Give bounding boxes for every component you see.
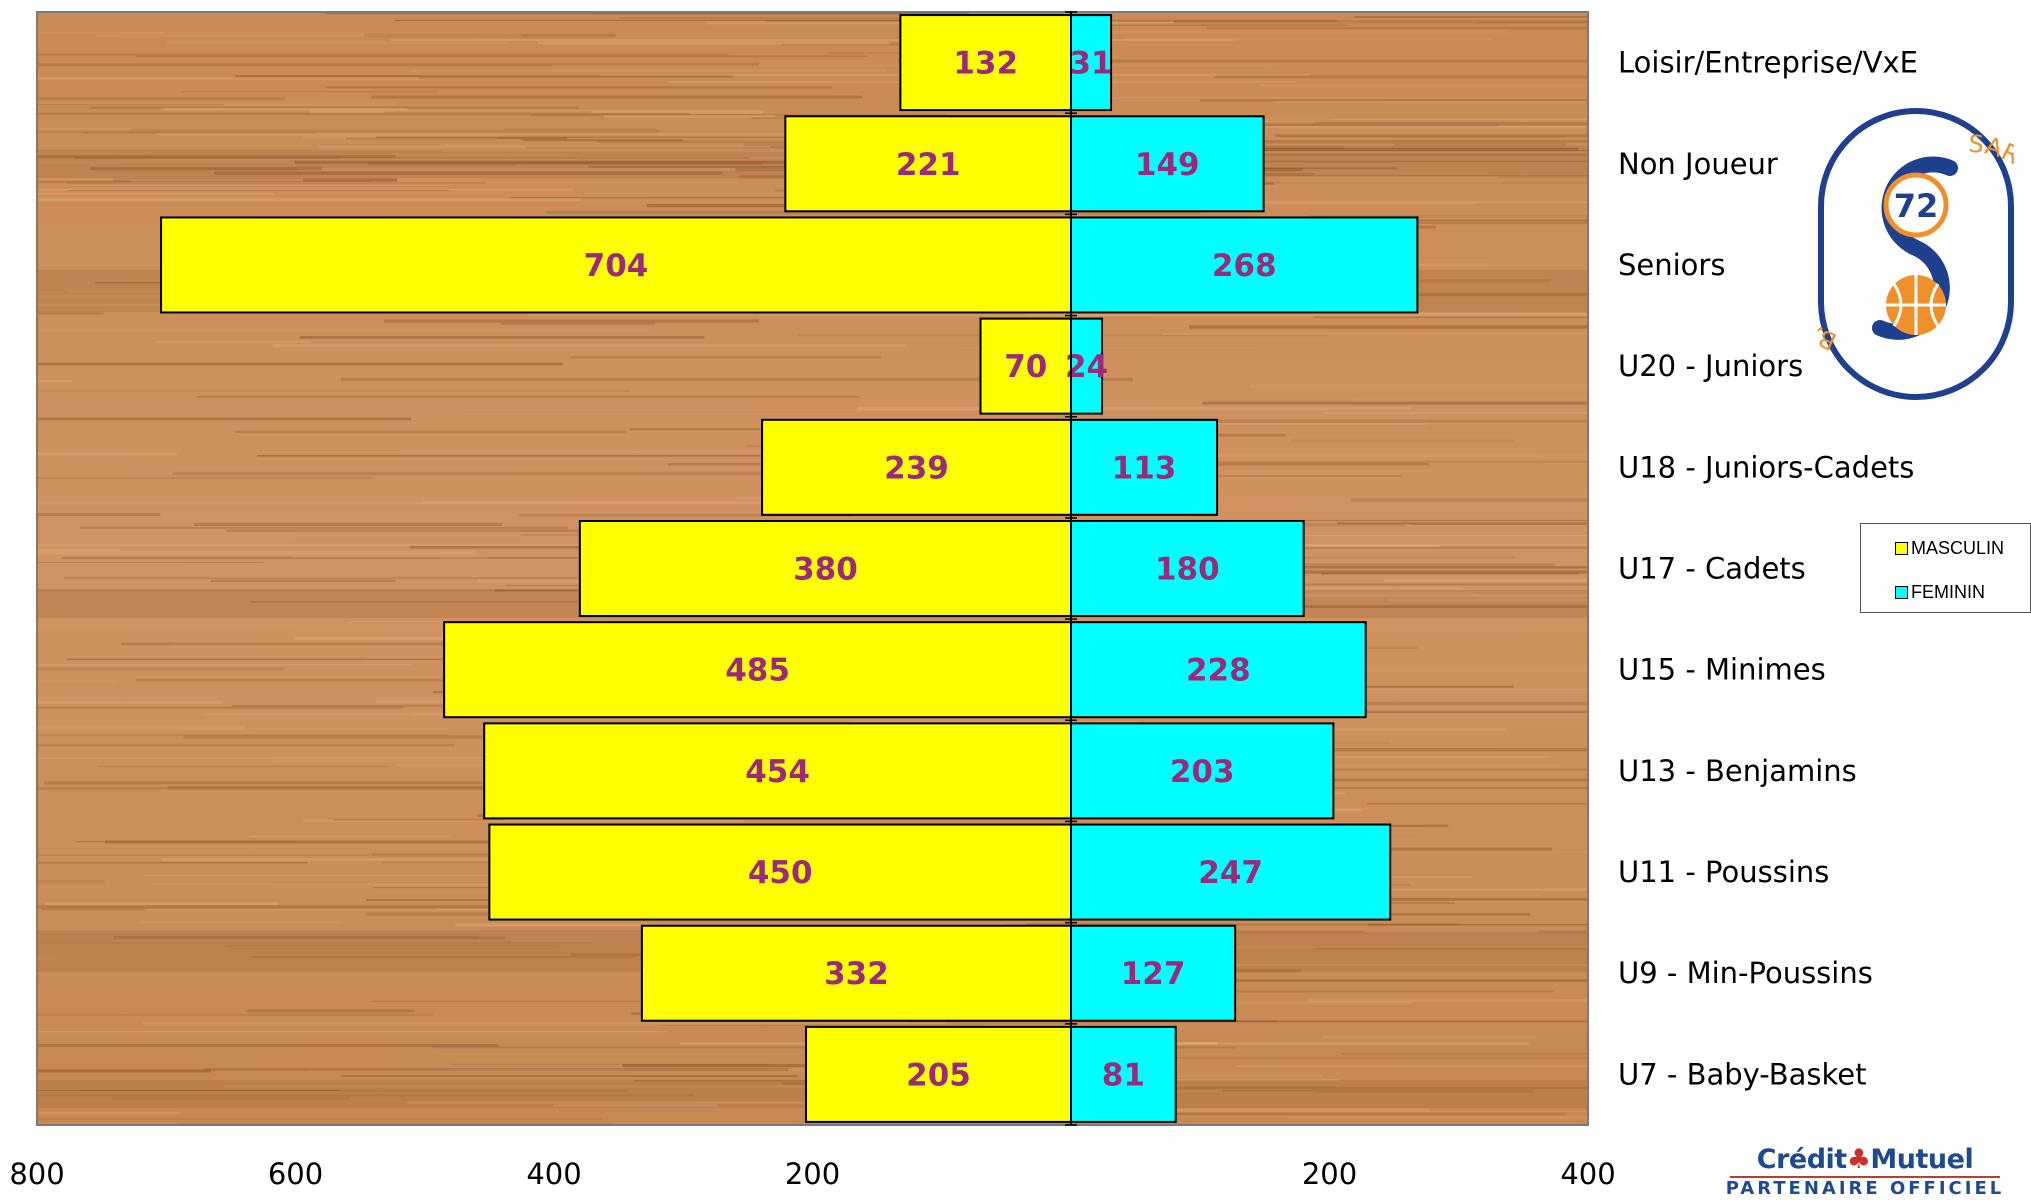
data-label-masculin-u11-poussins: 450 (748, 855, 813, 891)
bar-masculin-non-joueur (784, 115, 1072, 213)
data-label-masculin-u7-baby-basket: 205 (906, 1057, 971, 1093)
bar-feminin-u9-min-poussins (1070, 924, 1237, 1022)
legend-swatch-feminin (1895, 586, 1908, 599)
bar-masculin-u9-min-poussins (640, 924, 1072, 1022)
bar-masculin-u17-cadets (578, 520, 1072, 617)
bar-feminin-u20-juniors (1070, 317, 1104, 415)
x-tick-label: 200 (785, 1157, 840, 1191)
data-label-feminin-seniors: 268 (1212, 248, 1277, 284)
legend: MASCULIN FEMININ (1860, 523, 2031, 613)
x-tick-label: 400 (526, 1157, 581, 1191)
sponsor-name: Crédit♣Mutuel (1720, 1145, 2010, 1175)
data-label-masculin-loisir-entreprise-vxe: 132 (953, 46, 1018, 82)
data-label-masculin-u18-juniors-cadets: 239 (884, 450, 949, 486)
sponsor-heart-icon: ♣ (1846, 1144, 1871, 1175)
data-label-feminin-u20-juniors: 24 (1065, 349, 1108, 385)
category-label-u20-juniors: U20 - Juniors (1618, 349, 1803, 383)
bar-masculin-u20-juniors (979, 317, 1073, 415)
bar-masculin-u13-benjamins (483, 722, 1072, 820)
category-label-u17-cadets: U17 - Cadets (1618, 552, 1806, 586)
category-label-u11-poussins: U11 - Poussins (1618, 855, 1829, 889)
bar-feminin-seniors (1070, 216, 1419, 314)
sponsor-divider (1730, 1176, 2000, 1178)
data-label-masculin-u17-cadets: 380 (793, 552, 858, 588)
bar-masculin-seniors (160, 216, 1072, 314)
category-label-non-joueur: Non Joueur (1618, 147, 1778, 181)
category-label-seniors: Seniors (1618, 248, 1725, 282)
data-label-feminin-u17-cadets: 180 (1155, 552, 1220, 588)
data-label-feminin-non-joueur: 149 (1135, 147, 1200, 183)
data-label-feminin-u15-minimes: 228 (1186, 653, 1251, 689)
category-label-u7-baby-basket: U7 - Baby-Basket (1618, 1057, 1866, 1091)
x-tick-label: 200 (1302, 1157, 1357, 1191)
category-label-u13-benjamins: U13 - Benjamins (1618, 754, 1857, 788)
category-label-u9-min-poussins: U9 - Min-Poussins (1618, 956, 1873, 990)
bar-masculin-u7-baby-basket (805, 1025, 1072, 1123)
basket-sarthe-logo: 72 BASKET SARTHE (1818, 108, 2014, 400)
bar-feminin-non-joueur (1070, 115, 1265, 213)
sponsor-name-right: Mutuel (1870, 1144, 1974, 1175)
legend-label-masculin: MASCULIN (1911, 538, 2005, 558)
category-label-u15-minimes: U15 - Minimes (1618, 653, 1826, 687)
x-tick-label: 600 (268, 1157, 323, 1191)
bar-feminin-u13-benjamins (1070, 722, 1335, 820)
data-label-masculin-u13-benjamins: 454 (745, 754, 810, 790)
category-label-u18-juniors-cadets: U18 - Juniors-Cadets (1618, 450, 1914, 484)
x-tick-label: 800 (9, 1157, 64, 1191)
data-label-masculin-non-joueur: 221 (896, 147, 961, 183)
bar-masculin-loisir-entreprise-vxe (899, 14, 1073, 112)
sponsor-logo: Crédit♣Mutuel PARTENAIRE OFFICIEL (1720, 1145, 2010, 1200)
data-label-feminin-u18-juniors-cadets: 113 (1112, 450, 1177, 486)
bar-feminin-loisir-entreprise-vxe (1070, 14, 1113, 112)
data-label-feminin-loisir-entreprise-vxe: 31 (1069, 46, 1112, 82)
bar-masculin-u15-minimes (443, 621, 1072, 719)
legend-swatch-masculin (1895, 542, 1908, 555)
bar-feminin-u17-cadets (1070, 520, 1305, 617)
data-label-masculin-seniors: 704 (584, 248, 649, 284)
sponsor-tagline: PARTENAIRE OFFICIEL (1725, 1178, 2005, 1199)
data-label-masculin-u9-min-poussins: 332 (824, 956, 889, 992)
bar-masculin-u11-poussins (488, 823, 1072, 921)
sponsor-name-left: Crédit (1756, 1144, 1847, 1175)
x-tick-label: 400 (1560, 1157, 1615, 1191)
legend-item-masculin: MASCULIN (1895, 538, 2004, 559)
data-label-feminin-u9-min-poussins: 127 (1121, 956, 1186, 992)
data-label-masculin-u15-minimes: 485 (725, 653, 790, 689)
data-label-feminin-u13-benjamins: 203 (1170, 754, 1235, 790)
bar-masculin-u18-juniors-cadets (761, 418, 1073, 516)
data-label-feminin-u7-baby-basket: 81 (1102, 1057, 1145, 1093)
bar-feminin-u18-juniors-cadets (1070, 418, 1219, 516)
logo-number: 72 (1894, 187, 1939, 225)
data-label-feminin-u11-poussins: 247 (1198, 855, 1263, 891)
legend-item-feminin: FEMININ (1895, 582, 1985, 603)
category-label-loisir-entreprise-vxe: Loisir/Entreprise/VxE (1618, 46, 1918, 80)
data-label-masculin-u20-juniors: 70 (1004, 349, 1047, 385)
bar-feminin-u11-poussins (1070, 823, 1392, 921)
bar-feminin-u15-minimes (1070, 621, 1367, 719)
legend-label-feminin: FEMININ (1911, 582, 1985, 602)
